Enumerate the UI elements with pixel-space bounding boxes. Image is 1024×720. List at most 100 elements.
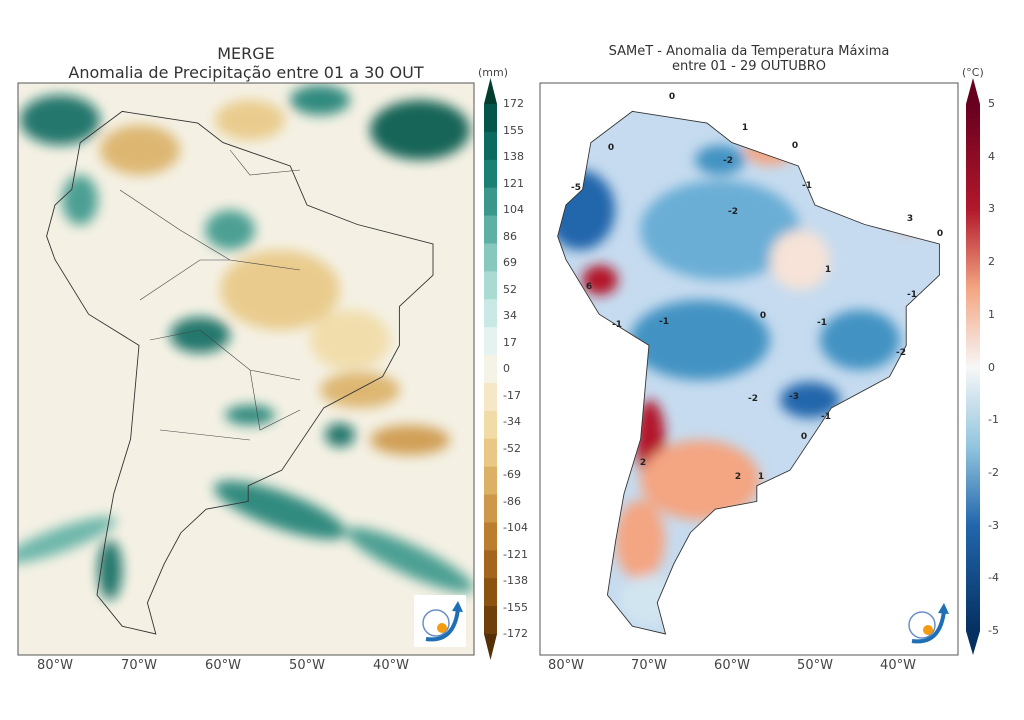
right-colorbar-tick: 4	[988, 149, 995, 163]
right-colorbar	[966, 78, 980, 655]
right-title-line1: SAMeT - Anomalia da Temperatura Máxima	[608, 44, 890, 59]
contour-label: -1	[659, 317, 669, 327]
inpe-logo-right	[900, 597, 952, 649]
contour-label: 1	[824, 265, 832, 275]
right-xtick: 60°W	[714, 658, 750, 673]
right-colorbar-tick: -2	[988, 465, 999, 479]
contour-label: -2	[748, 394, 758, 404]
contour-label: -5	[571, 183, 581, 193]
left-colorbar-tick: -52	[503, 441, 521, 455]
left-colorbar-tick: -17	[503, 388, 521, 402]
colorbar-segment	[484, 382, 497, 412]
left-xtick: 70°W	[121, 658, 157, 673]
left-map-title: MERGE Anomalia de Precipitação entre 01 …	[18, 44, 474, 82]
colorbar-segment	[484, 550, 497, 579]
colorbar-segment	[484, 522, 497, 551]
left-colorbar-tick: -155	[503, 600, 528, 614]
colorbar-segment	[484, 271, 497, 300]
left-colorbar-unit: (mm)	[478, 66, 509, 79]
contour-label: 2	[639, 458, 647, 468]
left-colorbar-tick: 69	[503, 256, 517, 269]
colorbar-segment	[484, 104, 497, 133]
contour-label: -3	[789, 392, 799, 402]
contour-label: 0	[759, 311, 767, 321]
colorbar-segment	[484, 131, 497, 161]
contour-label: -2	[896, 348, 906, 358]
contour-label: -1	[802, 181, 812, 191]
right-xtick: 80°W	[548, 658, 584, 673]
colorbar-segment	[484, 355, 497, 384]
left-colorbar-tick: -86	[503, 494, 521, 508]
left-colorbar-tick: 104	[503, 203, 524, 216]
right-colorbar-tick: 2	[988, 255, 995, 269]
contour-label: 1	[757, 472, 765, 482]
colorbar-segment	[484, 299, 497, 328]
colorbar-segment	[484, 159, 497, 189]
right-colorbar-tick: -4	[988, 571, 999, 585]
inpe-logo-left	[414, 595, 466, 647]
left-xtick: 60°W	[205, 658, 241, 673]
right-colorbar-tick: 3	[988, 202, 995, 216]
colorbar-segment	[484, 438, 497, 468]
right-map-frame	[539, 82, 959, 656]
contour-label: 2	[734, 472, 742, 482]
contour-label: 0	[668, 92, 676, 102]
left-colorbar-tick: 0	[503, 362, 510, 375]
left-map-frame	[17, 82, 475, 656]
colorbar-segment	[484, 215, 497, 244]
left-colorbar-tick: 34	[503, 309, 517, 322]
contour-label: 3	[906, 214, 914, 224]
left-colorbar-tick: 155	[503, 123, 524, 137]
contour-label: -2	[723, 156, 733, 166]
left-colorbar	[484, 78, 497, 660]
colorbar-segment	[484, 410, 497, 440]
contour-label: -1	[821, 412, 831, 422]
right-colorbar-unit: (°C)	[962, 66, 984, 79]
left-xtick: 40°W	[373, 658, 409, 673]
right-title-line2: entre 01 - 29 OUTUBRO	[671, 59, 827, 74]
right-colorbar-tick: -5	[988, 624, 999, 637]
left-title-line1: MERGE	[217, 44, 275, 63]
contour-label: 6	[585, 282, 593, 292]
right-map-title: SAMeT - Anomalia da Temperatura Máxima e…	[540, 44, 958, 74]
left-colorbar-tick: -34	[503, 415, 521, 428]
colorbar-segment	[484, 466, 497, 496]
right-xtick: 40°W	[880, 658, 916, 673]
left-colorbar-tick: 17	[503, 335, 517, 349]
right-temperature-map	[540, 83, 958, 655]
left-colorbar-tick: -104	[503, 521, 528, 534]
right-xtick: 70°W	[631, 658, 667, 673]
left-precipitation-map	[18, 83, 474, 655]
contour-label: 1	[741, 123, 749, 133]
left-colorbar-tick: -121	[503, 547, 528, 561]
contour-label: 0	[800, 432, 808, 442]
contour-label: -2	[728, 207, 738, 217]
contour-label: 0	[936, 229, 944, 239]
left-colorbar-tick: 172	[503, 97, 524, 110]
contour-label: 0	[791, 141, 799, 151]
contour-label: -1	[907, 290, 917, 300]
colorbar-segment	[484, 578, 497, 607]
left-country-borders	[119, 149, 301, 441]
left-colorbar-tick: -138	[503, 574, 528, 587]
right-xtick: 50°W	[797, 658, 833, 673]
left-colorbar-tick: 138	[503, 150, 524, 163]
right-colorbar-tick: 1	[988, 307, 995, 321]
left-colorbar-tick: 121	[503, 176, 524, 190]
colorbar-extend-min	[484, 634, 497, 660]
colorbar-segment	[484, 606, 497, 635]
colorbar-segment	[484, 327, 497, 356]
contour-label: -1	[612, 320, 622, 330]
right-colorbar-tick: 5	[988, 97, 995, 110]
colorbar-segment	[484, 494, 497, 523]
left-xtick: 50°W	[289, 658, 325, 673]
right-colorbar-tick: -1	[988, 413, 999, 427]
colorbar-segment	[484, 243, 497, 272]
left-colorbar-tick: -69	[503, 468, 521, 481]
left-colorbar-tick: 52	[503, 282, 517, 296]
left-xtick: 80°W	[37, 658, 73, 673]
left-colorbar-tick: -172	[503, 627, 528, 640]
colorbar-segment	[484, 187, 497, 217]
contour-label: 0	[607, 143, 615, 153]
right-colorbar-tick: 0	[988, 360, 995, 374]
